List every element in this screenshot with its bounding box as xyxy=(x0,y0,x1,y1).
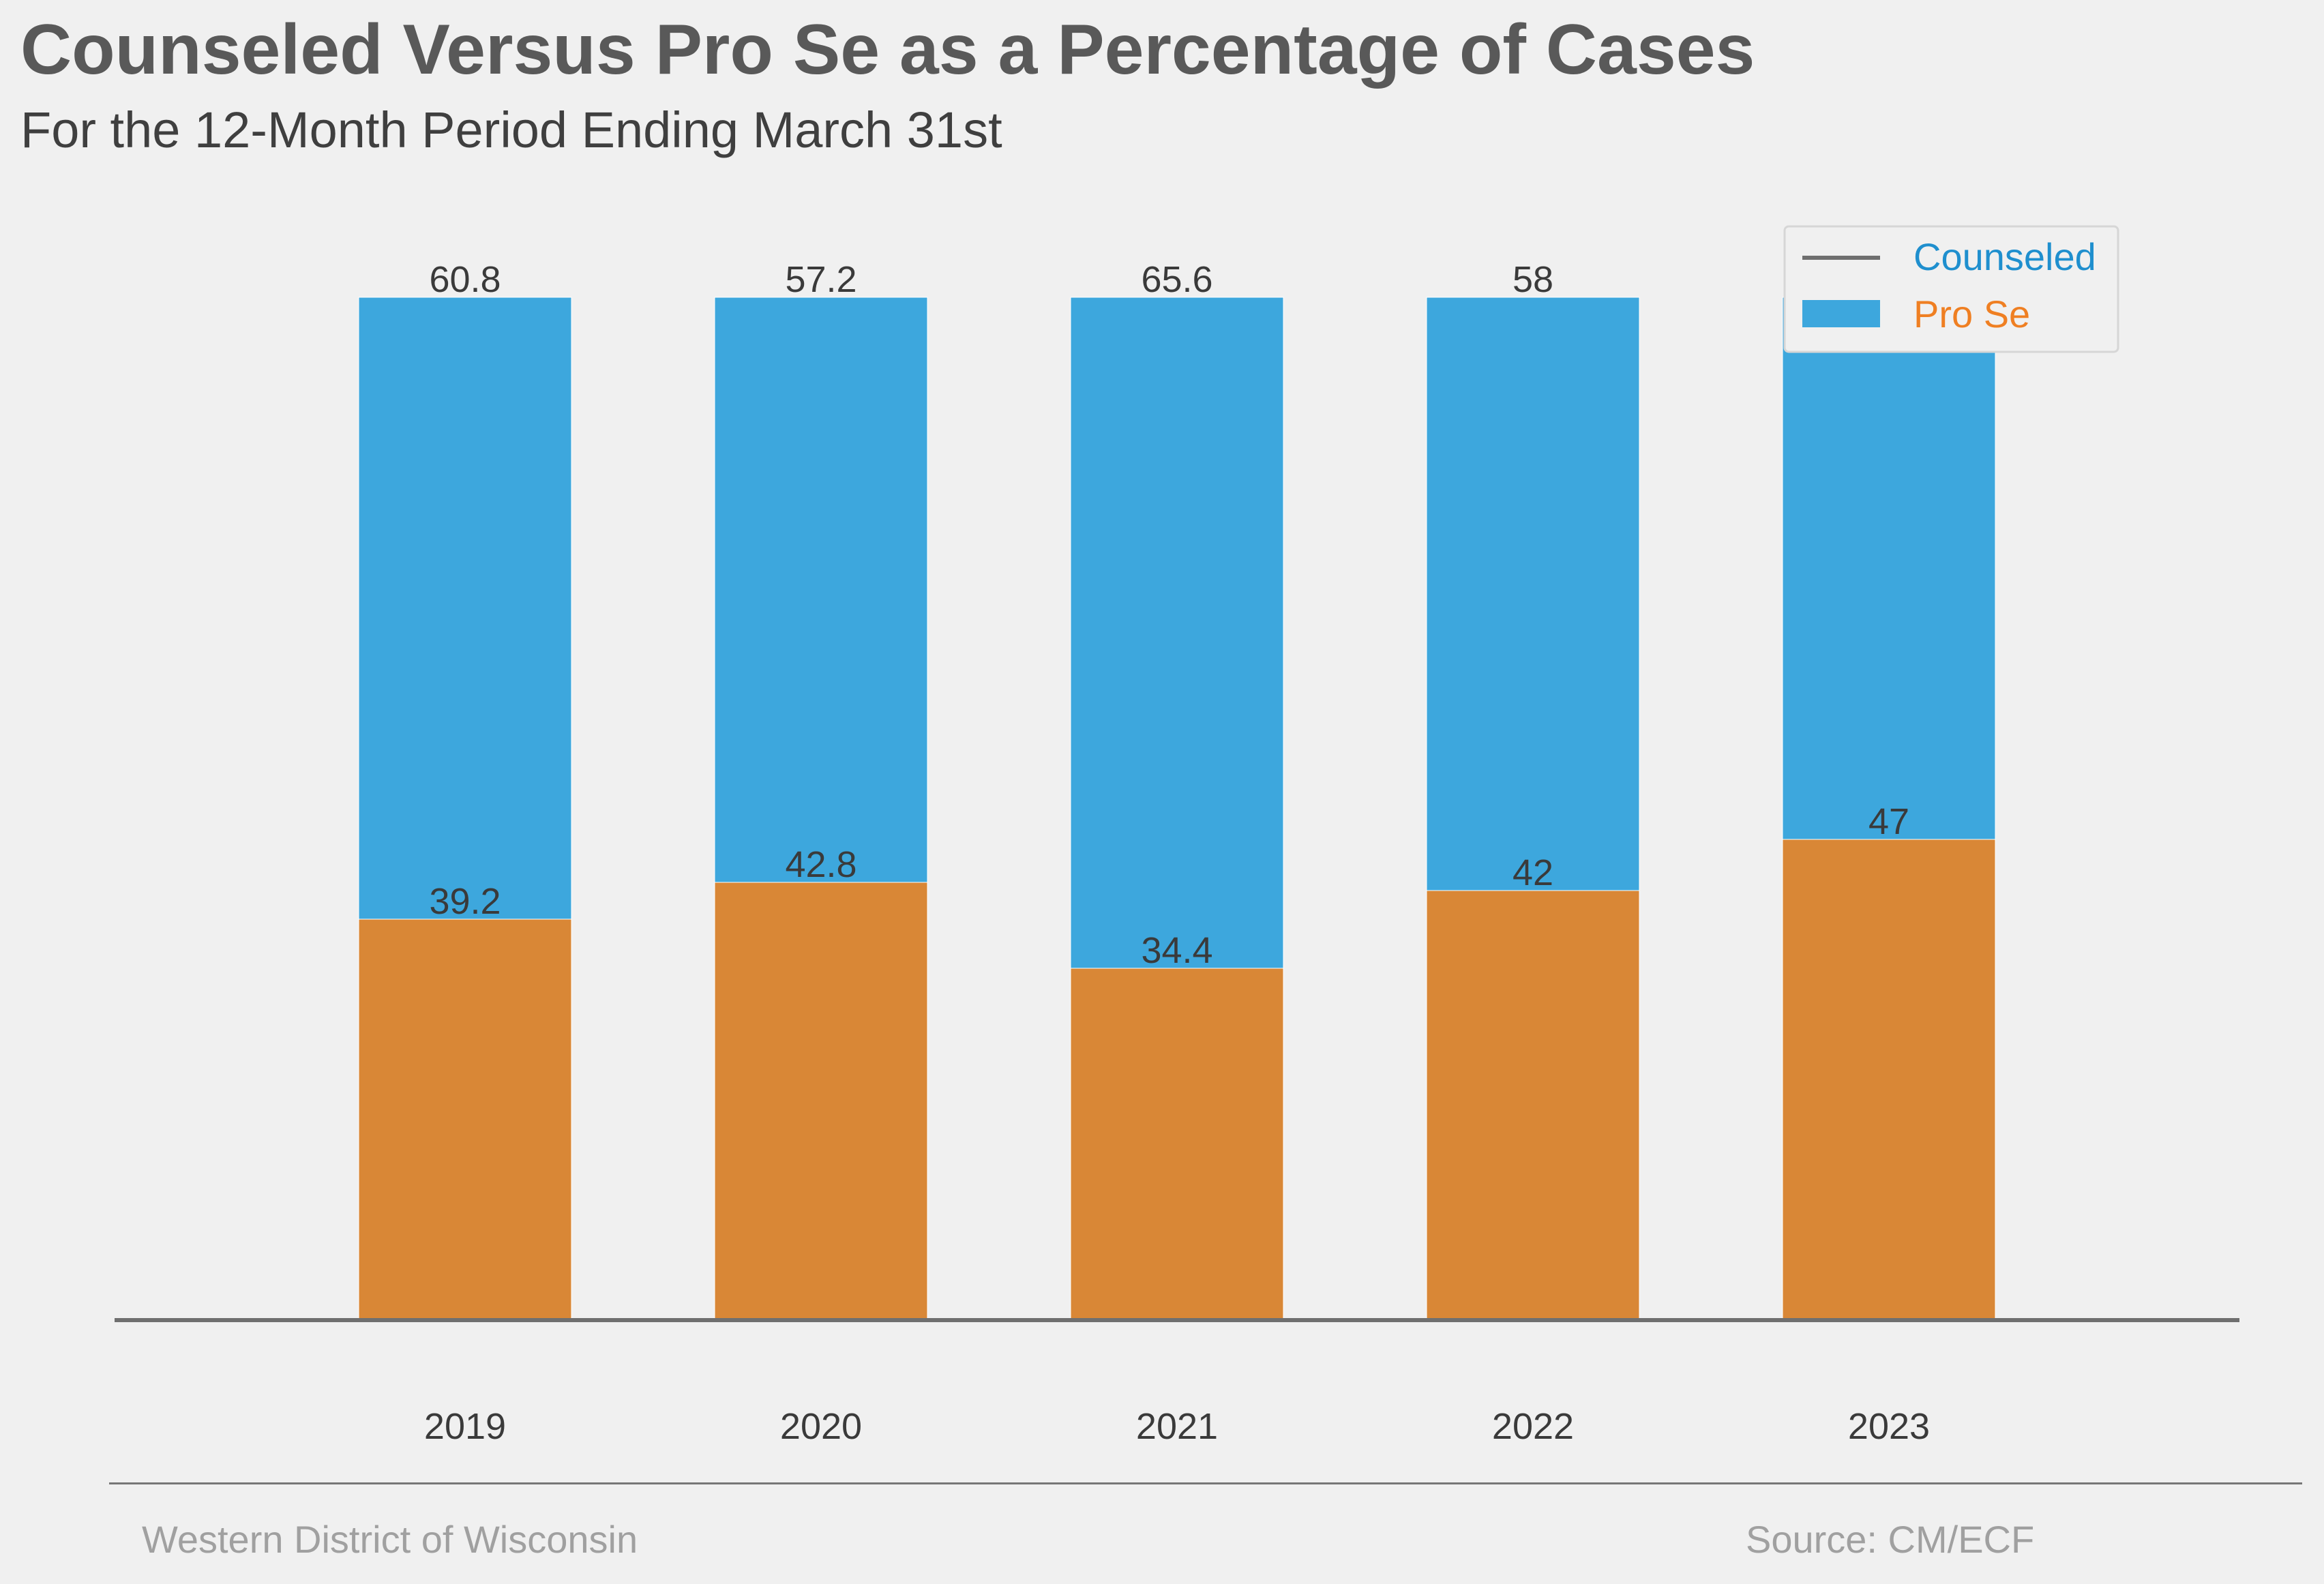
data-label-pro-se-2019: 60.8 xyxy=(429,259,501,300)
footer-divider xyxy=(109,1482,2302,1484)
bar-counseled-2021 xyxy=(1070,968,1284,1321)
chart-subtitle: For the 12-Month Period Ending March 31s… xyxy=(20,102,1002,158)
bar-pro-se-2022 xyxy=(1426,297,1640,891)
data-label-counseled-2020: 42.8 xyxy=(785,844,856,885)
x-tick-label-2023: 2023 xyxy=(1848,1406,1930,1447)
chart-title: Counseled Versus Pro Se as a Percentage … xyxy=(20,10,1755,89)
x-tick-labels-layer: 2019 2020 2021 2022 2023 xyxy=(424,1406,1930,1447)
x-tick-label-2019: 2019 xyxy=(424,1406,506,1447)
legend: Counseled Pro Se xyxy=(1783,225,2119,353)
x-tick-label-2021: 2021 xyxy=(1136,1406,1218,1447)
data-label-counseled-2022: 42 xyxy=(1513,852,1553,893)
bar-pro-se-2021 xyxy=(1070,297,1284,969)
footer-district: Western District of Wisconsin xyxy=(142,1518,638,1561)
value-labels-layer: 39.260.842.857.234.465.642584753 xyxy=(429,259,1909,971)
bar-pro-se-2019 xyxy=(358,297,572,920)
footer-source: Source: CM/ECF xyxy=(1746,1518,2035,1561)
bar-counseled-2022 xyxy=(1426,890,1640,1321)
legend-pro-se-patch-icon xyxy=(1802,300,1880,327)
data-label-pro-se-2020: 57.2 xyxy=(785,259,856,300)
x-tick-label-2022: 2022 xyxy=(1492,1406,1574,1447)
data-label-pro-se-2022: 58 xyxy=(1513,259,1553,300)
bar-pro-se-2023 xyxy=(1782,297,1996,840)
x-tick-label-2020: 2020 xyxy=(780,1406,862,1447)
bar-counseled-2020 xyxy=(714,882,928,1321)
data-label-pro-se-2021: 65.6 xyxy=(1141,259,1212,300)
bar-pro-se-2020 xyxy=(714,297,928,883)
bars-layer xyxy=(358,297,1996,1321)
bar-counseled-2023 xyxy=(1782,839,1996,1321)
legend-counseled-label: Counseled xyxy=(1913,235,2096,278)
data-label-counseled-2023: 47 xyxy=(1868,801,1909,842)
bar-counseled-2019 xyxy=(358,918,572,1321)
data-label-counseled-2019: 39.2 xyxy=(429,881,501,922)
legend-pro-se-label: Pro Se xyxy=(1913,293,2030,335)
data-label-counseled-2021: 34.4 xyxy=(1141,930,1212,971)
